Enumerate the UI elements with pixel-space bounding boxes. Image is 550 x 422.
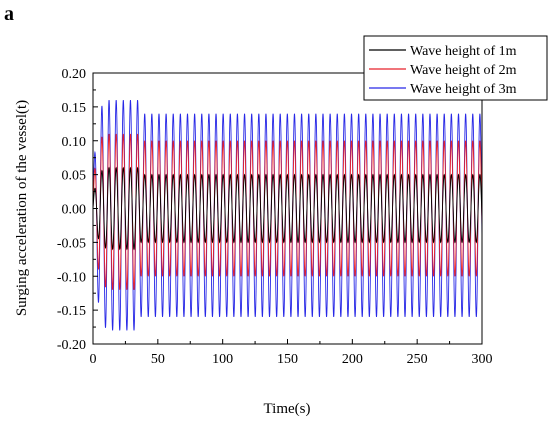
legend-box	[363, 35, 548, 101]
x-axis-label: Time(s)	[264, 401, 311, 417]
legend-label: Wave height of 2m	[410, 63, 517, 78]
series-line	[92, 100, 483, 331]
x-axis-ticks: 0 50 100 150 200 250 300	[90, 339, 493, 367]
y-tick-label: -0.10	[57, 270, 86, 285]
legend: Wave height of 1m Wave height of 2m Wave h…	[363, 35, 548, 101]
x-tick-label: 200	[342, 352, 363, 367]
y-axis-label: Surging acceleration of the vessel(t)	[14, 100, 30, 316]
plot-area: 0 50 100 150 200 250 300 -0.20 -0.15 -0.10 -0.05 0…	[57, 67, 493, 367]
y-axis-ticks: -0.20 -0.15 -0.10 -0.05 0.00 0.05 0.10 0.15 0.20	[57, 67, 98, 353]
series-line	[92, 133, 483, 290]
series-layer	[92, 100, 483, 331]
y-tick-label: -0.20	[57, 338, 86, 353]
y-tick-label: 0.20	[62, 67, 87, 82]
x-tick-label: 100	[212, 352, 233, 367]
x-tick-label: 300	[472, 352, 493, 367]
panel-label: a	[4, 3, 14, 25]
x-tick-label: 150	[277, 352, 298, 367]
y-tick-label: -0.15	[57, 304, 86, 319]
x-tick-label: 250	[407, 352, 428, 367]
legend-label: Wave height of 3m	[410, 82, 517, 97]
series-line	[92, 166, 483, 251]
legend-label: Wave height of 1m	[410, 44, 517, 59]
x-tick-label: 0	[90, 352, 97, 367]
y-tick-label: 0.10	[62, 135, 87, 150]
x-tick-label: 50	[151, 352, 165, 367]
y-tick-label: 0.05	[62, 169, 87, 184]
y-tick-label: 0.15	[62, 101, 87, 116]
y-tick-label: 0.00	[62, 203, 87, 218]
y-tick-label: -0.05	[57, 236, 86, 251]
